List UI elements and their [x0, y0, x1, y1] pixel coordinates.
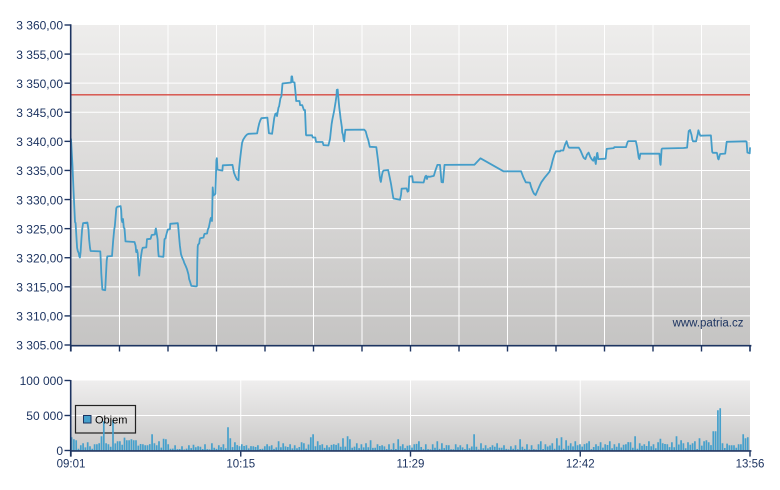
svg-text:11:29: 11:29: [397, 458, 425, 470]
svg-text:09:01: 09:01: [57, 458, 86, 470]
svg-text:12:42: 12:42: [566, 458, 595, 470]
svg-text:Objem: Objem: [95, 414, 127, 426]
svg-text:50 000: 50 000: [26, 409, 63, 423]
svg-text:3 340,00: 3 340,00: [16, 135, 63, 149]
svg-text:3 330,00: 3 330,00: [16, 193, 63, 207]
svg-text:3 320,00: 3 320,00: [16, 251, 63, 265]
svg-text:3 305.00: 3 305.00: [16, 339, 63, 353]
svg-text:100 000: 100 000: [20, 374, 64, 388]
svg-text:13:56: 13:56: [736, 458, 765, 470]
svg-text:3 325,00: 3 325,00: [16, 222, 63, 236]
svg-text:10:15: 10:15: [226, 458, 255, 470]
svg-text:3 355,00: 3 355,00: [16, 48, 63, 62]
svg-text:3 310,00: 3 310,00: [16, 310, 63, 324]
svg-text:www.patria.cz: www.patria.cz: [672, 318, 744, 330]
svg-text:3 335,00: 3 335,00: [16, 164, 63, 178]
svg-text:0: 0: [56, 444, 63, 458]
svg-text:3 350,00: 3 350,00: [16, 77, 63, 91]
svg-text:3 360,00: 3 360,00: [16, 19, 63, 33]
svg-text:3 345,00: 3 345,00: [16, 106, 63, 120]
svg-text:3 315,00: 3 315,00: [16, 281, 63, 295]
